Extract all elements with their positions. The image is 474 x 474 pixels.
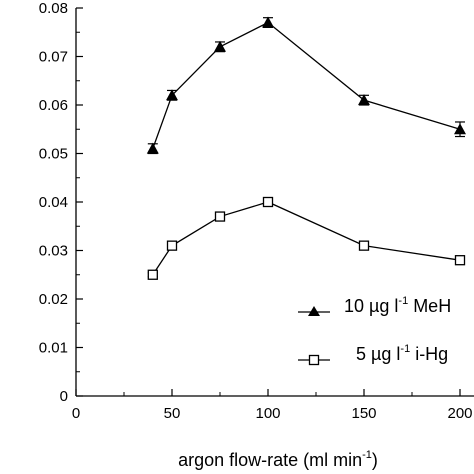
data-point [262,196,274,208]
x-axis-title-tail: ) [372,450,378,470]
legend-marker-2 [308,354,320,366]
y-tick-label: 0.02 [39,291,68,308]
series-1 [146,16,466,155]
legend-entry-2: 5 µg l-1 i-Hg [298,343,448,366]
data-point [358,94,370,106]
y-tick-label: 0.06 [39,97,68,114]
legend-label-1-sup: -1 [398,295,408,307]
x-axis-title: argon flow-rate (ml min-1) [178,449,378,470]
data-point [166,89,178,101]
data-point [262,16,274,28]
x-tick-label: 150 [351,405,376,422]
data-point [454,255,466,266]
legend-label-2-pre: 5 µg l [356,344,400,364]
legend-label-1-pre: 10 µg l [344,296,398,316]
series-line [152,201,461,276]
x-axis-title-main: argon flow-rate (ml min [178,450,362,470]
data-point [358,240,370,251]
legend: 10 µg l-1 MeH 5 µg l-1 i-Hg [298,295,451,366]
series-2 [147,196,466,280]
legend-label-2-sup: -1 [400,343,410,355]
x-axis-ticks: 0 50 100 150 200 [72,389,473,422]
data-point [147,269,158,280]
data-point [214,40,226,52]
y-tick-label: 0.05 [39,146,68,163]
y-tick-label: 0 [60,388,68,405]
legend-entry-1: 10 µg l-1 MeH [298,295,451,316]
series-line [152,21,461,149]
data-point [146,142,159,154]
x-tick-label: 200 [447,405,472,422]
legend-label-1: 10 µg l-1 MeH [344,295,451,316]
x-tick-label: 0 [72,405,80,422]
data-point [166,240,178,251]
data-point [454,123,466,135]
y-tick-label: 0.01 [39,340,68,357]
y-axis-ticks: 0 0.01 0.02 0.03 0.04 0.05 0.06 0.07 0.08 [39,0,83,405]
legend-label-1-post: MeH [408,296,451,316]
legend-label-2: 5 µg l-1 i-Hg [356,343,448,364]
x-tick-label: 100 [255,405,280,422]
legend-label-2-post: i-Hg [410,344,448,364]
x-axis-title-sup: -1 [362,449,372,461]
data-point [214,211,226,222]
y-tick-label: 0.08 [39,0,68,17]
y-tick-label: 0.04 [39,194,68,211]
y-tick-label: 0.03 [39,243,68,260]
series-layer [146,16,466,280]
x-tick-label: 50 [164,405,181,422]
y-tick-label: 0.07 [39,49,68,66]
legend-marker-1 [308,306,320,316]
